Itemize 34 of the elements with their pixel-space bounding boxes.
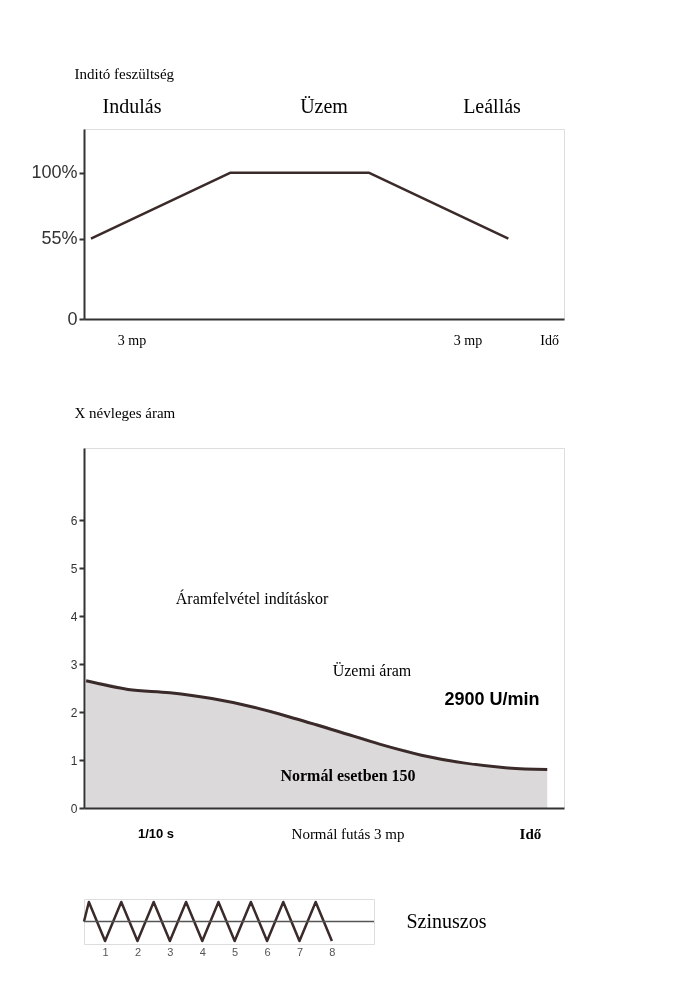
annotation: Normál esetben 150 — [280, 766, 416, 784]
text: 3 mp — [453, 333, 483, 348]
y-tick-label: 1 — [70, 753, 78, 768]
x-tick-label: 2 — [134, 945, 142, 958]
text: Üzem — [300, 95, 349, 117]
text: Idő — [519, 826, 542, 842]
annotation: Áramfelvétel indításkor — [175, 589, 329, 608]
y-tick-label: 0 — [70, 801, 78, 816]
x-tick-label: 3 — [167, 945, 174, 958]
y-tick-label: 5 — [70, 561, 78, 576]
y-tick-label: 100% — [31, 162, 78, 183]
x-tick-label: 8 — [329, 945, 336, 958]
y-tick-label: 3 — [70, 657, 78, 672]
text: 3 mp — [117, 333, 147, 348]
y-tick-label: 4 — [70, 609, 78, 624]
text: 1/10 s — [137, 826, 175, 841]
text: Szinuszos — [406, 909, 487, 932]
x-tick-label: 7 — [296, 945, 304, 958]
text: Indulás — [102, 95, 162, 117]
y-tick-label: 55% — [41, 228, 78, 249]
text: Leállás — [463, 95, 522, 117]
x-tick-label: 4 — [199, 945, 206, 958]
text: Normál futás 3 mp — [291, 826, 405, 842]
x-tick-label: 1 — [102, 945, 109, 958]
text: Idő — [540, 333, 559, 348]
x-tick-label: 5 — [232, 945, 239, 958]
annotation: 2900 U/min — [444, 689, 540, 709]
y-axis-title: X névleges áram — [74, 404, 176, 421]
y-tick-label: 0 — [67, 308, 78, 329]
y-axis-title: Inditó feszültség — [74, 65, 175, 82]
x-tick-label: 6 — [264, 945, 271, 958]
annotation: Üzemi áram — [332, 662, 412, 680]
y-tick-label: 2 — [70, 705, 78, 720]
y-tick-label: 6 — [70, 513, 78, 528]
